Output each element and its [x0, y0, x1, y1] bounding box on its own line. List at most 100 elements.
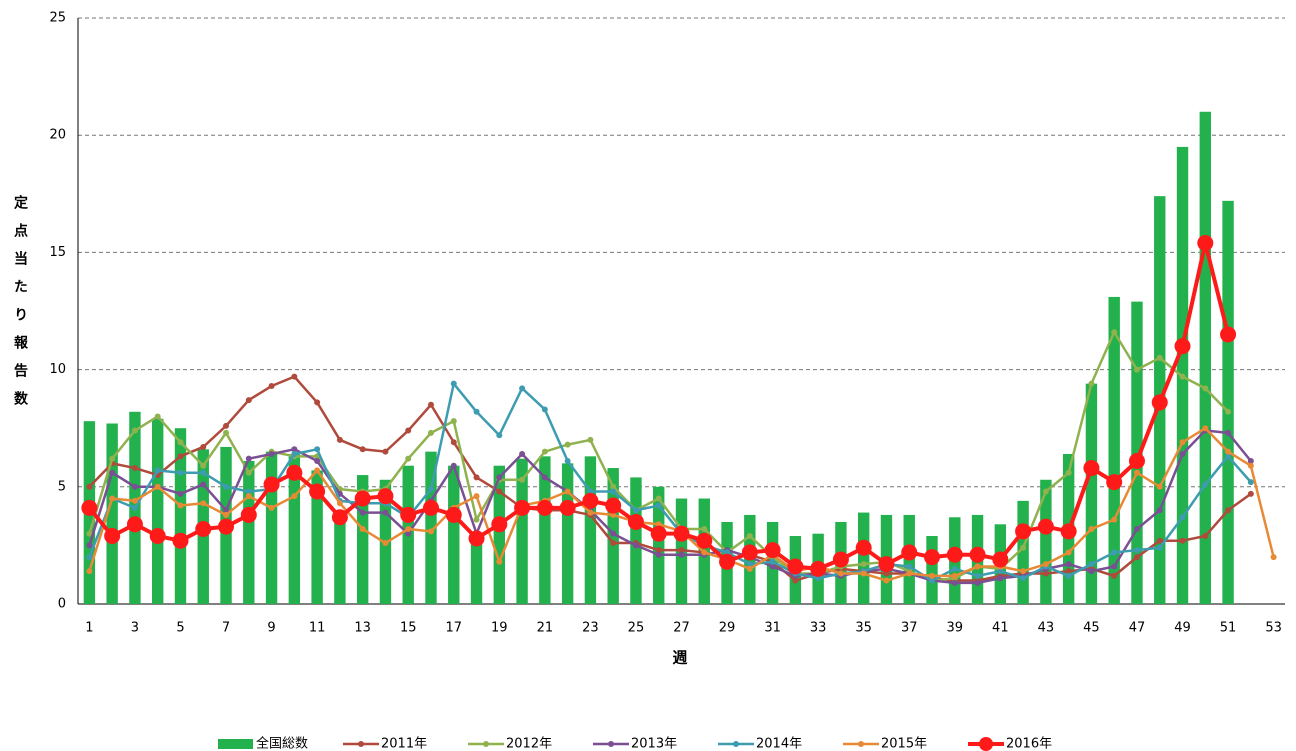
bar: [106, 423, 118, 604]
marker: [291, 493, 298, 500]
y-tick-label: 5: [58, 479, 66, 494]
x-tick-label: 9: [267, 621, 275, 636]
marker: [1225, 453, 1232, 460]
marker: [1088, 561, 1095, 568]
marker: [541, 406, 548, 413]
marker: [650, 525, 667, 542]
bar: [334, 510, 346, 604]
marker: [473, 493, 480, 500]
marker: [1111, 329, 1118, 336]
line: [88, 429, 1252, 585]
marker: [314, 458, 321, 465]
marker: [473, 474, 480, 481]
x-tick-label: 35: [855, 621, 872, 636]
marker: [1156, 483, 1163, 490]
marker: [1156, 544, 1163, 551]
marker: [1247, 462, 1254, 469]
marker: [792, 577, 799, 584]
bar: [1131, 301, 1143, 604]
marker: [1247, 479, 1254, 486]
marker: [1020, 575, 1027, 582]
bar: [1222, 200, 1234, 604]
x-axis-label: 週: [672, 649, 687, 667]
marker: [1202, 425, 1209, 432]
marker: [1111, 572, 1118, 579]
marker: [587, 436, 594, 443]
marker: [405, 525, 412, 532]
legend-marker: [858, 741, 864, 747]
marker: [496, 488, 503, 495]
marker: [564, 441, 571, 448]
marker: [514, 499, 531, 516]
marker: [724, 549, 731, 556]
marker: [541, 474, 548, 481]
marker: [582, 492, 599, 509]
x-tick-label: 11: [309, 621, 326, 636]
marker: [131, 504, 138, 511]
marker: [1065, 568, 1072, 575]
legend-label: 2013年: [631, 737, 677, 751]
marker: [1065, 572, 1072, 579]
x-tick-label: 49: [1174, 621, 1191, 636]
marker: [610, 540, 617, 547]
marker: [445, 506, 462, 523]
marker: [473, 408, 480, 415]
marker: [627, 513, 644, 530]
marker: [223, 511, 230, 518]
marker: [1042, 488, 1049, 495]
marker: [559, 499, 576, 516]
marker: [126, 516, 143, 533]
legend-label: 2012年: [506, 737, 552, 751]
marker: [1202, 533, 1209, 540]
marker: [946, 546, 963, 563]
marker: [1133, 469, 1140, 476]
bar: [174, 428, 187, 604]
marker: [359, 446, 366, 453]
marker: [746, 565, 753, 572]
marker: [268, 504, 275, 511]
marker: [610, 483, 617, 490]
marker: [473, 516, 480, 523]
y-tick-label: 10: [49, 362, 66, 377]
marker: [1037, 518, 1054, 535]
marker: [1042, 561, 1049, 568]
marker: [974, 572, 981, 579]
marker: [883, 577, 890, 584]
marker: [245, 493, 252, 500]
marker: [86, 483, 93, 490]
marker: [1060, 523, 1077, 540]
bar: [311, 470, 323, 604]
marker: [901, 544, 918, 561]
marker: [815, 575, 822, 582]
marker: [263, 476, 280, 493]
marker: [268, 450, 275, 457]
marker: [1225, 507, 1232, 514]
x-tick-label: 45: [1083, 621, 1100, 636]
marker: [223, 429, 230, 436]
legend-label: 2014年: [756, 737, 802, 751]
marker: [1111, 549, 1118, 556]
marker: [719, 553, 736, 570]
marker: [218, 518, 235, 535]
marker: [1133, 554, 1140, 561]
marker: [422, 499, 439, 516]
marker: [200, 443, 207, 450]
marker: [1111, 563, 1118, 570]
x-tick-label: 51: [1220, 621, 1237, 636]
bar: [448, 465, 460, 604]
marker: [701, 549, 708, 556]
x-tick-label: 33: [810, 621, 827, 636]
marker: [131, 497, 138, 504]
line: [88, 382, 1252, 582]
marker: [929, 577, 936, 584]
marker: [610, 488, 617, 495]
marker: [354, 490, 371, 507]
legend-swatch: [218, 739, 253, 749]
marker: [1128, 453, 1145, 470]
y-tick-label: 15: [49, 245, 66, 260]
x-tick-label: 25: [628, 621, 645, 636]
marker: [1156, 537, 1163, 544]
marker: [1133, 525, 1140, 532]
marker: [427, 429, 434, 436]
marker: [1020, 568, 1027, 575]
